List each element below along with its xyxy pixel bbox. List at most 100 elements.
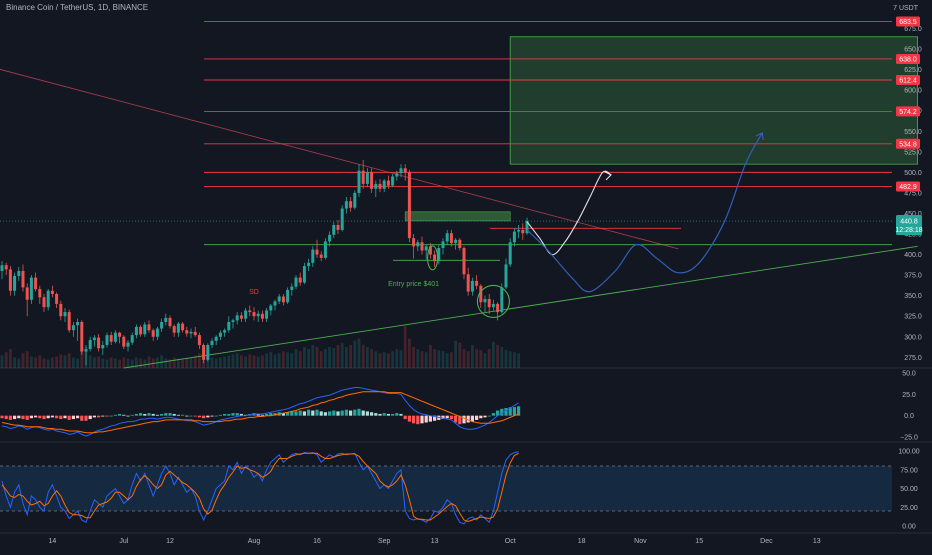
candle-body [454, 239, 458, 244]
candle-body [227, 321, 231, 331]
bearish-arrowhead [755, 132, 764, 141]
volume-bar [109, 357, 113, 368]
candle-body [50, 290, 54, 295]
macd-histogram-bar [433, 415, 437, 421]
macd-tick-label: −25.0 [900, 435, 918, 442]
time-tick-label: 15 [695, 538, 703, 545]
price-tick-label: 275.0 [904, 355, 922, 362]
candle-body [487, 298, 491, 308]
time-tick-label: Jul [119, 538, 128, 545]
candle-body [298, 277, 302, 283]
candle-body [416, 242, 420, 247]
candle-body [67, 312, 71, 331]
volume-bar [403, 326, 407, 368]
candle-body [458, 239, 462, 248]
candle-body [500, 287, 504, 313]
volume-bar [80, 349, 84, 368]
volume-bar [298, 351, 302, 368]
volume-bar [370, 349, 373, 368]
macd-tick-label: 25.0 [902, 392, 916, 399]
macd-histogram-bar [378, 413, 382, 416]
price-tick-label: 550.0 [904, 129, 922, 136]
stoch-tick-label: 0.00 [902, 524, 916, 531]
price-tick-label: 525.0 [904, 149, 922, 156]
volume-bar [513, 352, 516, 368]
currency-code: USDT [898, 5, 918, 12]
price-tick-label: 300.0 [904, 334, 922, 341]
stoch-k-line [1, 451, 519, 525]
volume-bar [4, 352, 8, 368]
macd-histogram-bar [25, 415, 29, 420]
macd-histogram-bar [235, 413, 239, 416]
volume-bar [189, 357, 193, 368]
volume-bar [349, 344, 352, 368]
volume-bar [139, 358, 142, 368]
candle-body [0, 265, 4, 272]
macd-histogram-bar [46, 415, 50, 419]
macd-histogram-bar [491, 413, 495, 416]
candle-body [378, 183, 382, 189]
macd-histogram-bar [164, 413, 168, 416]
macd-histogram-bar [105, 415, 109, 417]
macd-histogram-bar [319, 411, 323, 416]
volume-bar [277, 353, 281, 368]
macd-histogram-bar [113, 414, 117, 416]
macd-histogram-bar [17, 415, 21, 419]
candle-body [17, 271, 21, 276]
currency-label: 7 USDT [893, 5, 918, 12]
macd-histogram-bar [101, 415, 105, 417]
macd-histogram-bar [517, 406, 521, 416]
volume-bar [130, 359, 134, 368]
volume-bar [25, 351, 29, 368]
chart-title: Binance Coin / TetherUS, 1D, BINANCE [6, 3, 149, 12]
candle-body [365, 172, 369, 184]
bullish-arrowhead [604, 171, 612, 181]
volume-bar [382, 352, 386, 368]
volume-bar [336, 344, 340, 368]
macd-histogram-bar [109, 415, 113, 417]
candle-body [55, 294, 59, 304]
volume-bar [17, 358, 21, 368]
candle-body [462, 248, 466, 275]
volume-bar [93, 357, 96, 368]
candle-body [504, 264, 508, 288]
candle-body [281, 296, 285, 303]
price-tick-label: 650.0 [904, 47, 922, 54]
macd-histogram-bar [365, 411, 369, 416]
candle-body [286, 289, 290, 303]
candle-body [370, 172, 374, 189]
macd-histogram-bar [63, 415, 67, 419]
candle-body [391, 176, 395, 186]
candle-body [328, 234, 332, 242]
price-level-badge-label: 534.8 [899, 141, 917, 148]
candle-body [496, 303, 500, 313]
macd-histogram-bar [428, 415, 432, 422]
volume-bar [219, 357, 222, 368]
macd-tick-label: 0.0 [904, 413, 914, 420]
volume-bar [269, 352, 273, 368]
volume-bar [67, 353, 71, 368]
candle-body [319, 254, 323, 258]
volume-bar [378, 353, 382, 368]
candle-body [105, 335, 109, 345]
macd-histogram-bar [462, 415, 466, 424]
macd-histogram-bar [487, 415, 491, 417]
macd-histogram-bar [475, 415, 479, 420]
macd-histogram-bar [197, 415, 201, 418]
price-tick-label: 350.0 [904, 293, 922, 300]
volume-bar [206, 355, 210, 368]
candle-body [151, 330, 155, 337]
downtrend-line [0, 68, 679, 250]
volume-bar [311, 344, 315, 368]
volume-bar [9, 349, 12, 368]
chart-annotation: Entry price $401 [388, 281, 439, 288]
volume-bar [198, 353, 201, 368]
volume-bar [210, 357, 214, 368]
volume-bar [475, 349, 478, 368]
macd-histogram-bar [134, 413, 138, 416]
macd-histogram-bar [340, 410, 344, 416]
candle-body [8, 269, 12, 291]
volume-bar [391, 351, 394, 368]
